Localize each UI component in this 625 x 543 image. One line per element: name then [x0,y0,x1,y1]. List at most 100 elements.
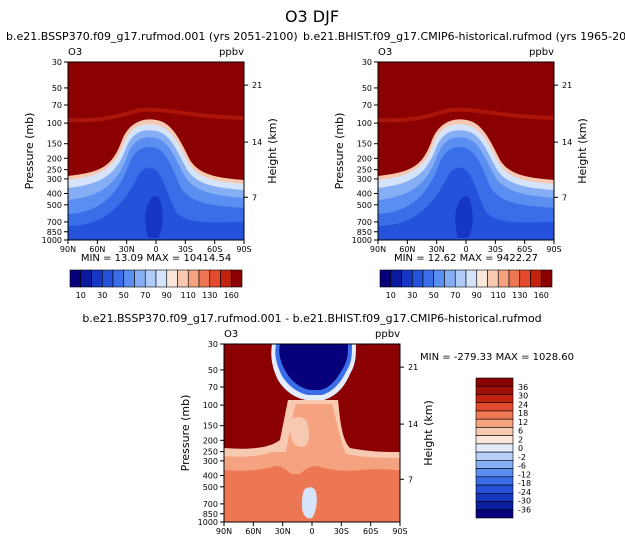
pressure-tick-label: 700 [203,500,218,509]
pressure-tick-label: 100 [203,401,218,410]
pressure-tick-label: 300 [357,175,372,184]
colorbar-swatch [475,410,514,420]
colorbar-swatch [379,269,392,288]
panel-3-contour-8 [279,344,348,390]
colorbar-label: 160 [534,291,549,300]
pressure-tick-label: 30 [362,58,372,67]
pressure-tick-label: 1000 [42,236,62,245]
panel-3: b.e21.BSSP370.f09_g17.rufmod.001 - b.e21… [82,312,574,536]
colorbar-swatch [209,269,221,288]
panel-2-height-axis: 21 14 7 [554,81,572,202]
colorbar-label: 24 [518,400,528,409]
colorbar-swatch [155,269,168,288]
height-tick-label: 14 [408,420,418,429]
colorbar-label: 18 [518,409,528,418]
pressure-tick-label: 30 [208,340,218,349]
lat-tick-label: 90N [60,245,76,254]
colorbar-swatch [475,427,514,436]
panel-1-minmax: MIN = 13.09 MAX = 10414.54 [81,253,231,264]
colorbar-label: 10 [386,291,396,300]
pressure-tick-label: 200 [357,154,372,163]
pressure-tick-label: 700 [47,218,62,227]
pressure-tick-label: 700 [357,218,372,227]
pressure-tick-label: 850 [203,510,218,519]
pressure-tick-label: 850 [47,228,62,237]
pressure-tick-label: 150 [357,140,372,149]
lat-tick-label: 30S [488,245,503,254]
lat-tick-label: 30N [275,527,291,536]
colorbar-swatch [475,476,514,486]
panel-1-title: b.e21.BSSP370.f09_g17.rufmod.001 (yrs 20… [6,30,298,43]
colorbar-label: 6 [518,427,523,436]
pressure-tick-label: 250 [357,166,372,175]
pressure-tick-label: 30 [52,58,62,67]
colorbar-label: -18 [518,479,531,488]
panel-3-var: O3 [224,329,238,340]
colorbar-label: 30 [407,291,417,300]
panel-3-minmax: MIN = -279.33 MAX = 1028.60 [420,352,574,363]
panel-2-ylabel-right: Height (km) [576,118,589,184]
colorbar-swatch [401,269,413,288]
pressure-tick-label: 300 [47,175,62,184]
lat-tick-label: 60S [517,245,532,254]
colorbar-swatch [230,269,243,288]
pressure-tick-label: 200 [203,436,218,445]
colorbar-swatch [144,269,157,288]
panel-2-ylabel: Pressure (mb) [333,113,346,190]
colorbar-label: 110 [491,291,506,300]
colorbar-label: 110 [181,291,196,300]
panel-3-ylabel: Pressure (mb) [179,395,192,472]
colorbar-label: 90 [162,291,172,300]
colorbar-swatch [475,492,514,502]
colorbar-swatch [444,269,456,288]
panel-3-contour-4 [289,417,309,447]
colorbar-swatch [475,377,514,387]
colorbar-swatch [123,269,135,288]
pressure-tick-label: 1000 [198,518,218,527]
panel-1-field [68,62,244,240]
lat-tick-label: 30S [178,245,193,254]
colorbar-label: 2 [518,435,523,444]
colorbar-swatch [465,269,478,288]
panel-2-field [378,62,554,240]
colorbar-swatch [475,385,514,395]
pressure-tick-label: 50 [362,84,372,93]
colorbar-swatch [80,269,92,288]
colorbar-label: -24 [518,488,531,497]
lat-tick-label: 90S [546,245,561,254]
lat-tick-label: 90S [236,245,251,254]
colorbar-swatch [475,402,514,412]
colorbar-swatch [508,269,521,288]
panel-1-ylabel: Pressure (mb) [23,113,36,190]
panel-3-contour-5 [302,487,317,519]
colorbar-label: -2 [518,453,526,462]
height-tick-label: 21 [408,363,418,372]
colorbar-label: 50 [429,291,439,300]
lat-tick-label: 30S [334,527,349,536]
colorbar-label: -12 [518,470,531,479]
figure-title: O3 DJF [285,7,339,26]
pressure-tick-label: 50 [52,84,62,93]
pressure-tick-label: 250 [47,166,62,175]
height-tick-label: 7 [408,475,413,484]
colorbar-swatch [433,269,445,288]
colorbar-swatch [475,394,514,404]
panel-3-height-axis: 21 14 7 [400,363,418,484]
pressure-tick-label: 850 [357,228,372,237]
pressure-tick-label: 250 [203,448,218,457]
colorbar-swatch [475,509,514,519]
panel-3-ylabel-right: Height (km) [422,400,435,466]
colorbar-swatch [530,269,542,288]
pressure-tick-label: 70 [208,383,218,392]
colorbar-swatch [475,451,514,461]
panel-2-var: O3 [378,47,392,58]
colorbar-swatch [198,269,211,288]
lat-tick-label: 30N [429,245,445,254]
colorbar-swatch [475,501,514,511]
colorbar-swatch [422,269,435,288]
panel-1-colorbar: 10 30 50 70 90 110 130 160 [69,269,243,300]
pressure-tick-label: 70 [362,101,372,110]
pressure-tick-label: 150 [47,140,62,149]
